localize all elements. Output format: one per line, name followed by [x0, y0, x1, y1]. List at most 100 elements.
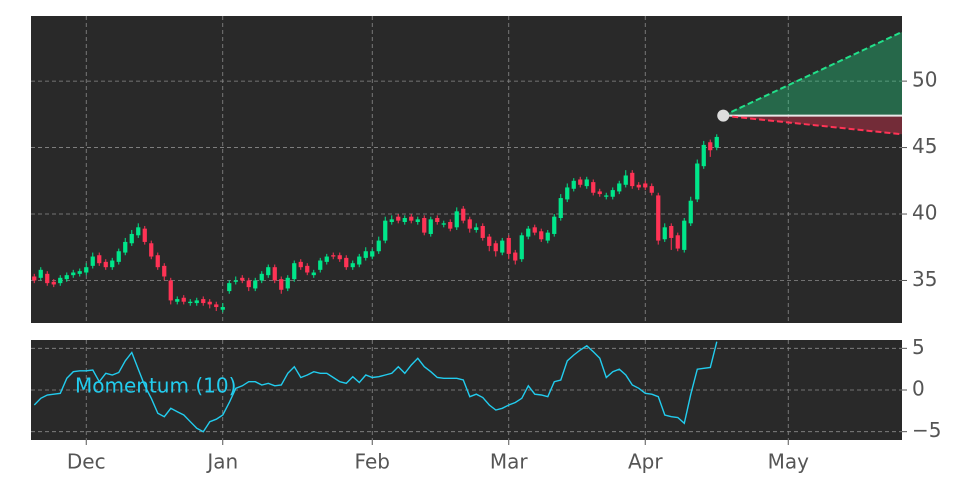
candle-body — [363, 251, 368, 258]
candle-body — [376, 240, 381, 252]
candle-body — [402, 218, 407, 222]
momentum-line — [33, 341, 718, 433]
candle-body — [64, 275, 69, 280]
y-tick-label: 40 — [912, 201, 937, 225]
candle-body — [708, 142, 713, 151]
x-tick-label: May — [768, 450, 810, 474]
candle-body — [669, 225, 674, 238]
candle-body — [500, 240, 505, 253]
candle-body — [604, 195, 609, 197]
candle-body — [532, 227, 537, 233]
candle-body — [428, 219, 433, 234]
candle-body — [558, 198, 563, 219]
candle-body — [545, 232, 550, 241]
forecast-point — [717, 109, 730, 122]
y-tick-label: −5 — [912, 418, 941, 442]
candle-body — [220, 307, 225, 310]
x-tick-label: Jan — [205, 450, 238, 474]
candle-body — [194, 300, 199, 304]
candle-body — [610, 190, 615, 197]
candle-body — [311, 272, 316, 276]
candle-body — [51, 281, 56, 285]
candle-body — [188, 301, 193, 304]
candle-body — [552, 216, 557, 234]
candle-body — [168, 280, 173, 301]
candle-body — [454, 211, 459, 228]
candle-body — [649, 186, 654, 193]
candle-body — [207, 301, 212, 305]
candle-body — [578, 179, 583, 185]
candle-body — [116, 251, 121, 262]
candle-body — [331, 255, 336, 257]
candle-body — [396, 216, 401, 221]
y-tick-label: 0 — [912, 377, 925, 401]
candle-body — [480, 225, 485, 238]
price-panel — [31, 16, 902, 323]
candle-body — [617, 183, 622, 192]
candle-body — [344, 257, 349, 268]
candle-body — [662, 227, 667, 240]
candle-body — [389, 219, 394, 222]
candle-body — [272, 267, 277, 281]
candle-body — [370, 251, 375, 257]
candle-body — [233, 280, 238, 282]
candle-body — [636, 184, 641, 188]
candle-body — [175, 299, 180, 302]
candle-body — [435, 218, 440, 222]
candle-body — [58, 277, 63, 284]
candle-body — [32, 276, 37, 281]
candle-body — [623, 175, 628, 185]
candle-body — [38, 269, 43, 278]
candle-body — [246, 280, 251, 288]
candle-body — [162, 265, 167, 277]
candle-body — [292, 263, 297, 280]
candle-body — [675, 235, 680, 249]
forecast-lower-area — [723, 115, 902, 135]
candle-body — [142, 228, 147, 242]
candle-body — [71, 272, 76, 276]
candle-body — [285, 277, 290, 289]
candle-body — [214, 304, 219, 308]
candle-body — [688, 200, 693, 224]
candle-body — [97, 255, 102, 264]
candle-body — [240, 277, 245, 281]
x-tick-label: Feb — [355, 450, 390, 474]
x-tick-label: Mar — [490, 450, 529, 474]
candle-body — [337, 255, 342, 260]
candle-body — [324, 256, 329, 262]
candle-body — [682, 220, 687, 250]
candle-body — [591, 182, 596, 193]
candle-body — [493, 243, 498, 252]
candle-body — [266, 267, 271, 276]
candle-body — [201, 299, 206, 304]
candle-body — [383, 220, 388, 241]
candle-body — [259, 273, 264, 281]
candle-body — [129, 233, 134, 244]
candle-body — [45, 273, 50, 284]
candle-body — [539, 231, 544, 240]
candle-body — [123, 241, 128, 253]
candle-body — [155, 255, 160, 268]
candle-body — [701, 144, 706, 167]
candle-body — [90, 256, 95, 266]
candle-body — [584, 179, 589, 187]
candle-body — [695, 163, 700, 200]
legend-label: Momentum (10) — [75, 374, 236, 398]
candle-body — [643, 183, 648, 188]
y-tick-label: 5 — [912, 335, 925, 359]
candle-body — [227, 283, 232, 292]
x-tick-label: Apr — [628, 450, 663, 474]
candle-body — [474, 227, 479, 230]
y-tick-label: 45 — [912, 134, 937, 158]
candle-body — [136, 227, 141, 236]
candle-body — [513, 252, 518, 261]
candle-body — [77, 271, 82, 274]
candle-body — [526, 228, 531, 237]
candle-body — [181, 297, 186, 302]
candle-body — [357, 256, 362, 265]
candle-body — [565, 187, 570, 200]
candle-body — [597, 191, 602, 195]
candle-body — [298, 261, 303, 268]
candle-body — [467, 219, 472, 229]
